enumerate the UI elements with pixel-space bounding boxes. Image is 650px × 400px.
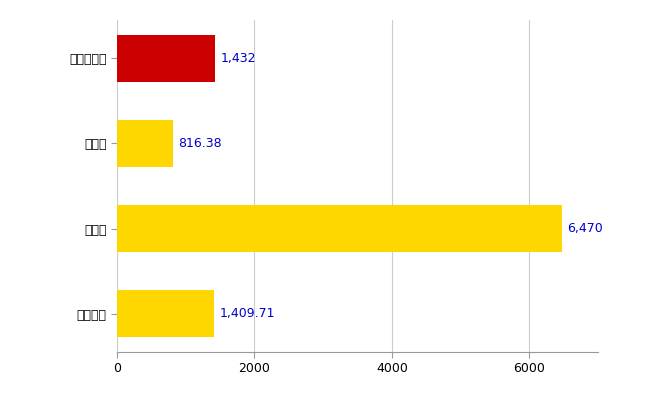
- Bar: [117, 205, 562, 252]
- Text: 816.38: 816.38: [179, 137, 222, 150]
- Text: 1,432: 1,432: [221, 52, 256, 65]
- Text: 1,409.71: 1,409.71: [219, 307, 275, 320]
- Bar: [117, 35, 215, 82]
- Text: 6,470: 6,470: [567, 222, 603, 235]
- Bar: [117, 120, 173, 167]
- Bar: [117, 290, 214, 337]
